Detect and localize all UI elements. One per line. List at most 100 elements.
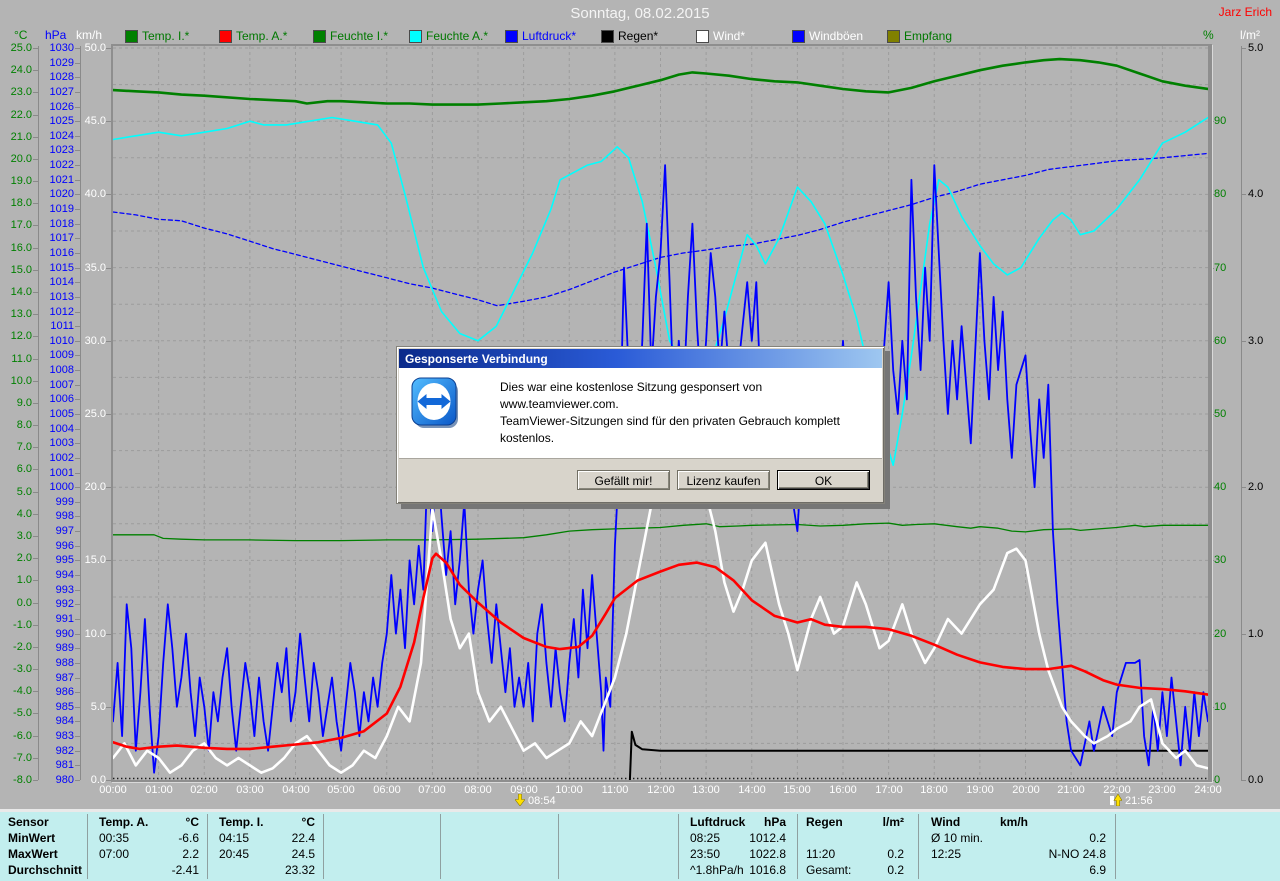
lm2-tick-label: 4.0: [1248, 188, 1264, 200]
x-tick-label: 21:00: [1057, 784, 1085, 796]
buy-license-button[interactable]: Lizenz kaufen: [677, 469, 770, 490]
x-tick-label: 00:00: [99, 784, 127, 796]
series-feuchte-i-line: [113, 522, 1208, 542]
kmh-tick-label: 25.0: [84, 408, 106, 420]
legend-label: Temp. A.*: [236, 29, 288, 43]
kmh-tick-label: 50.0: [84, 42, 106, 54]
footer-separator: [1115, 814, 1116, 879]
footer-wind-header: Wind: [931, 815, 961, 829]
dialog-body: Dies war eine kostenlose Sitzung gespons…: [399, 368, 882, 479]
footer-col-wind: Wind km/h Ø 10 min. 0.2 12:25 N-NO 24.8 6.9: [925, 812, 1108, 881]
celsius-tick-label: 9.0: [16, 397, 32, 409]
hpa-tick-label: 1018: [49, 218, 74, 230]
like-button[interactable]: Gefällt mir!: [577, 469, 670, 490]
footer-luftdruck-value: 1016.8: [749, 863, 786, 877]
hpa-tick-label: 989: [55, 642, 74, 654]
footer-row-label-maxwert: MaxWert: [8, 847, 58, 861]
x-tick-label: 14:00: [738, 784, 766, 796]
celsius-tick-label: -6.0: [13, 730, 32, 742]
legend-label: Wind*: [713, 29, 746, 43]
x-tick-label: 12:00: [647, 784, 675, 796]
celsius-tick-label: -7.0: [13, 752, 32, 764]
hpa-tick-label: 1006: [49, 393, 74, 405]
footer-row-label-minwert: MinWert: [8, 831, 56, 845]
lm2-tick-label: 1.0: [1248, 628, 1264, 640]
kmh-tick-label: 0.0: [90, 774, 106, 786]
hpa-tick-label: 993: [55, 584, 74, 596]
footer-temp-i-value: 22.4: [291, 831, 315, 845]
hpa-tick-label: 1000: [49, 481, 74, 493]
x-tick-label: 24:00: [1194, 784, 1222, 796]
celsius-tick-label: 16.0: [10, 242, 32, 254]
hpa-tick-label: 1003: [49, 437, 74, 449]
x-tick-label: 18:00: [920, 784, 948, 796]
hpa-tick-label: 1004: [49, 423, 74, 435]
footer-regen-unit: l/m²: [882, 815, 904, 829]
lm2-tick-label: 5.0: [1248, 42, 1264, 54]
ok-button[interactable]: OK: [777, 469, 870, 490]
hpa-tick-label: 981: [55, 759, 74, 771]
legend-label: Windböen: [809, 29, 864, 43]
footer-luftdruck-value: 1022.8: [749, 847, 786, 861]
footer-wind-cell: 12:25: [931, 847, 962, 861]
celsius-tick-label: 14.0: [10, 286, 32, 298]
celsius-tick-label: 15.0: [10, 264, 32, 276]
dialog-titlebar[interactable]: Gesponserte Verbindung: [399, 349, 882, 368]
celsius-tick-label: 11.0: [11, 353, 32, 365]
celsius-tick-label: 23.0: [10, 86, 32, 98]
celsius-tick-label: 20.0: [10, 153, 32, 165]
footer-temp-i-cell: 04:15: [219, 831, 250, 845]
footer-temp-a-value: -6.6: [178, 831, 199, 845]
footer-col-temp-i: Temp. I. °C 04:15 22.4 20:45 24.5 23.32: [213, 812, 317, 881]
footer-temp-a-value: -2.41: [171, 863, 199, 877]
celsius-tick-label: -4.0: [13, 685, 32, 697]
feuchte-i-swatch-icon: [313, 30, 326, 43]
kmh-tick-label: 10.0: [84, 628, 106, 640]
hpa-tick-label: 1001: [49, 467, 74, 479]
percent-tick-label: 30: [1214, 554, 1227, 566]
footer-wind-value: N-NO 24.8: [1048, 847, 1106, 861]
percent-tick-label: 90: [1214, 115, 1227, 127]
footer-regen-value: 0.2: [887, 847, 904, 861]
user-name: Jarz Erich: [1218, 5, 1272, 19]
hpa-tick-label: 1026: [49, 101, 74, 113]
footer-wind-unit: km/h: [999, 815, 1028, 829]
celsius-tick-label: 5.0: [16, 486, 32, 498]
moonset-marker: 08:54: [514, 793, 556, 808]
status-panel: Sensor MinWert MaxWert Durchschnitt Temp. A.…: [0, 812, 1280, 881]
celsius-axis-line: [38, 46, 39, 780]
hpa-tick-label: 998: [55, 510, 74, 522]
dialog-message-line-1: Dies war eine kostenlose Sitzung gespons…: [500, 380, 763, 411]
moonrise-marker-time: 21:56: [1122, 795, 1153, 807]
x-tick-label: 17:00: [875, 784, 903, 796]
hpa-tick-label: 1012: [49, 306, 74, 318]
hpa-tick-label: 1005: [49, 408, 74, 420]
celsius-tick-label: 8.0: [16, 419, 32, 431]
hpa-tick-label: 986: [55, 686, 74, 698]
footer-regen-header: Regen: [806, 815, 843, 829]
celsius-tick-label: 18.0: [10, 197, 32, 209]
hpa-tick-label: 995: [55, 554, 74, 566]
footer-temp-a-value: 2.2: [182, 847, 199, 861]
x-tick-label: 11:00: [601, 784, 629, 796]
celsius-tick-label: 25.0: [10, 42, 32, 54]
legend-label: Temp. I.*: [142, 29, 190, 43]
celsius-tick-label: 13.0: [10, 308, 32, 320]
lm2-tick-label: 2.0: [1248, 481, 1264, 493]
footer-separator: [678, 814, 679, 879]
x-tick-label: 01:00: [145, 784, 173, 796]
celsius-tick-label: 3.0: [16, 530, 32, 542]
dialog-title: Gesponserte Verbindung: [405, 352, 548, 366]
percent-tick-label: 50: [1214, 408, 1227, 420]
lm2-tick-label: 3.0: [1248, 335, 1264, 347]
percent-tick-label: 10: [1214, 701, 1227, 713]
kmh-tick-label: 15.0: [84, 554, 106, 566]
footer-temp-a-cell: 00:35: [99, 831, 130, 845]
footer-divider: [0, 809, 1280, 812]
temp-a-swatch-icon: [219, 30, 232, 43]
unit-label-kmh: km/h: [76, 28, 103, 42]
empfang-swatch-icon: [887, 30, 900, 43]
unit-label-hpa: hPa: [45, 28, 67, 42]
hpa-tick-label: 982: [55, 745, 74, 757]
teamviewer-icon: [411, 376, 461, 439]
